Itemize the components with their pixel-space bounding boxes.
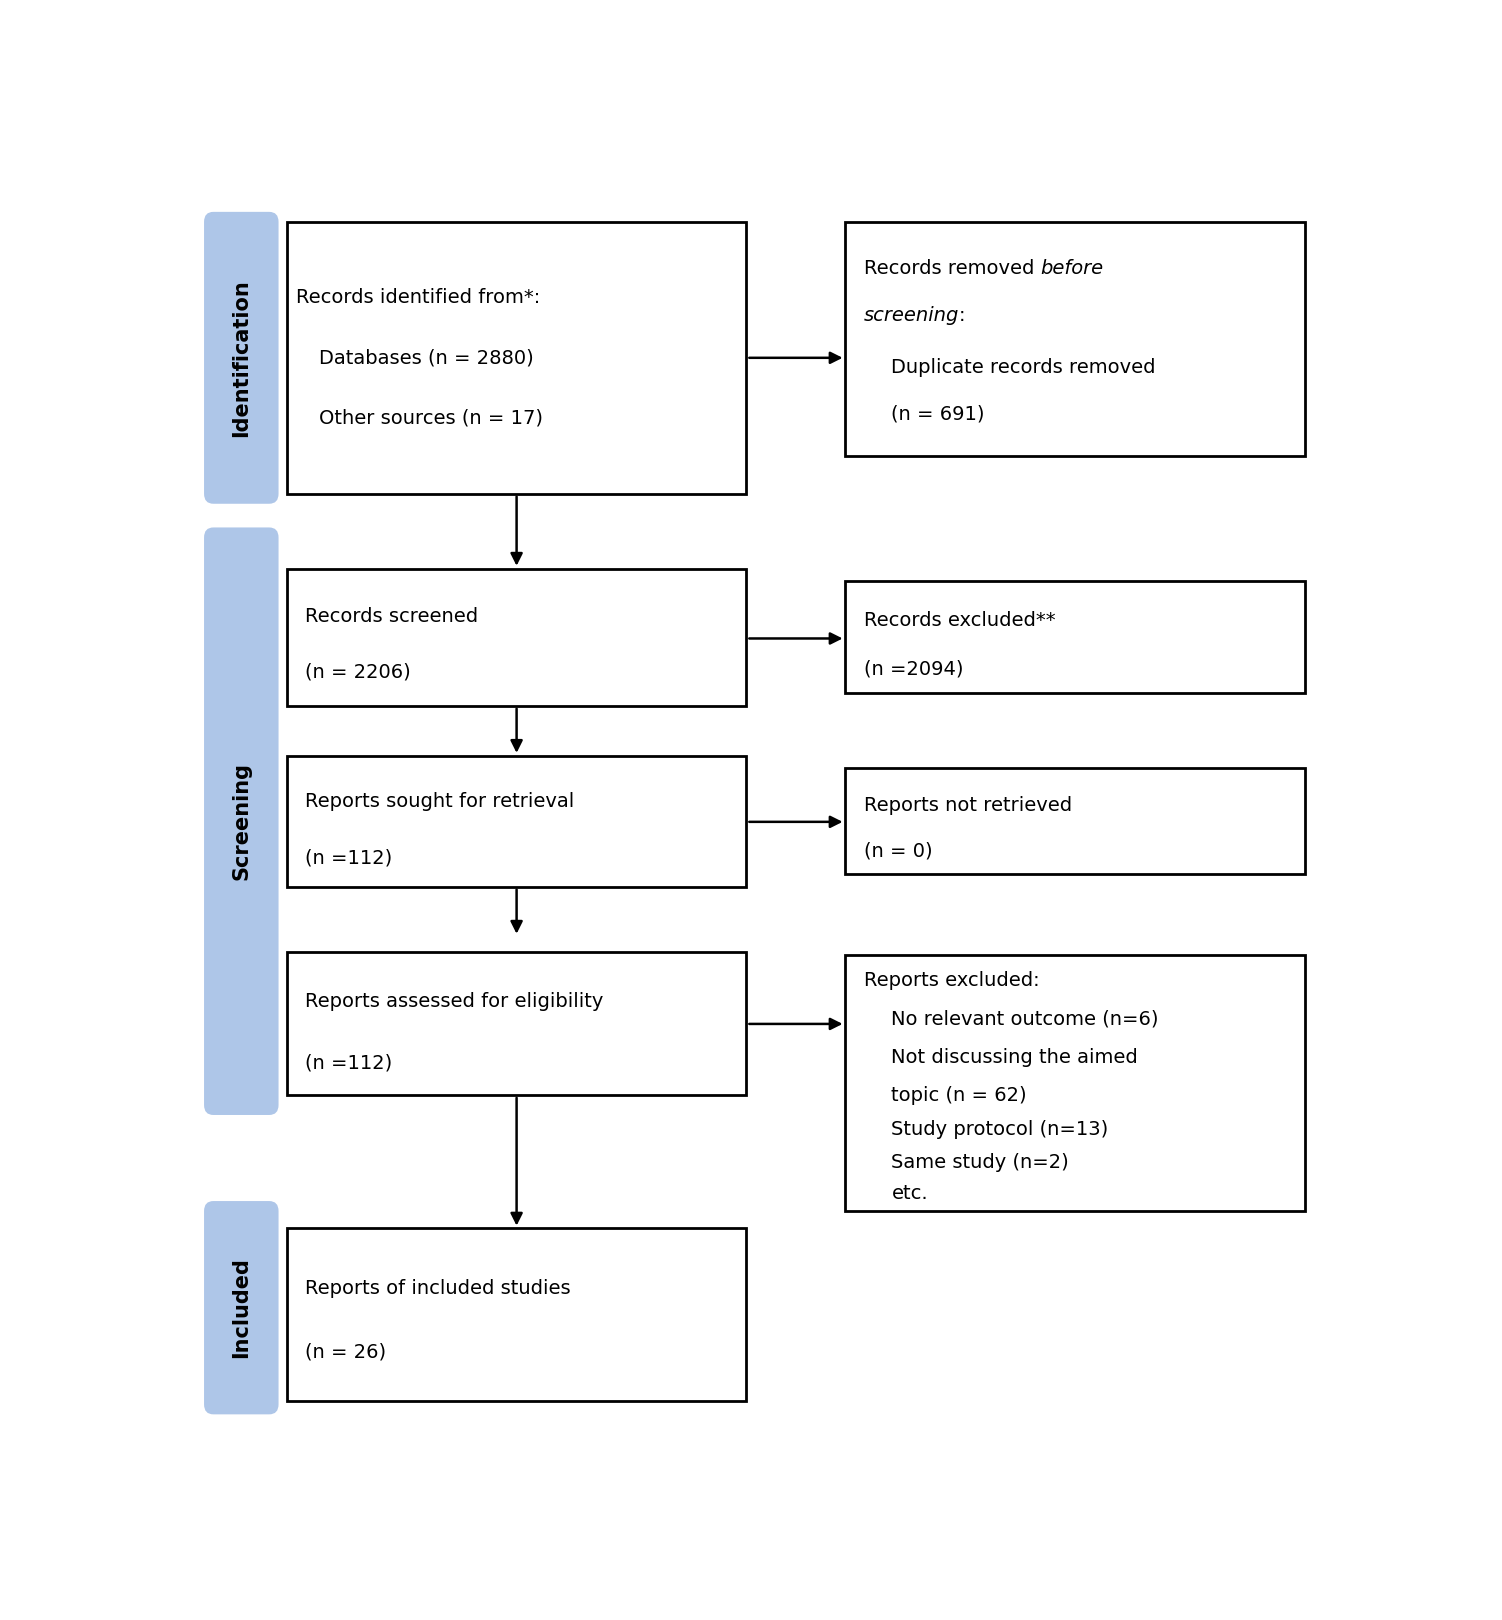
- FancyBboxPatch shape: [846, 956, 1305, 1212]
- FancyBboxPatch shape: [204, 1200, 278, 1414]
- Text: No relevant outcome (n=6): No relevant outcome (n=6): [891, 1009, 1160, 1029]
- Text: (n = 0): (n = 0): [864, 841, 933, 860]
- Text: Reports assessed for eligibility: Reports assessed for eligibility: [305, 993, 604, 1011]
- Text: Screening: Screening: [231, 763, 251, 880]
- FancyBboxPatch shape: [846, 768, 1305, 875]
- FancyBboxPatch shape: [287, 222, 746, 494]
- Text: Not discussing the aimed: Not discussing the aimed: [891, 1048, 1139, 1068]
- Text: (n = 691): (n = 691): [891, 405, 985, 424]
- Text: Study protocol (n=13): Study protocol (n=13): [891, 1119, 1108, 1139]
- Text: (n =112): (n =112): [305, 1055, 392, 1072]
- Text: Included: Included: [231, 1257, 251, 1358]
- Text: Reports not retrieved: Reports not retrieved: [864, 795, 1072, 815]
- Text: Reports excluded:: Reports excluded:: [864, 972, 1039, 990]
- FancyBboxPatch shape: [846, 222, 1305, 457]
- Text: :: :: [960, 306, 966, 326]
- Text: Reports sought for retrieval: Reports sought for retrieval: [305, 792, 574, 812]
- Text: Duplicate records removed: Duplicate records removed: [891, 358, 1157, 377]
- FancyBboxPatch shape: [287, 569, 746, 706]
- Text: Records excluded**: Records excluded**: [864, 611, 1056, 630]
- Text: (n =112): (n =112): [305, 849, 392, 867]
- Text: Reports of included studies: Reports of included studies: [305, 1280, 571, 1298]
- Text: (n = 2206): (n = 2206): [305, 663, 412, 680]
- FancyBboxPatch shape: [287, 755, 746, 886]
- FancyBboxPatch shape: [287, 951, 746, 1095]
- FancyBboxPatch shape: [846, 582, 1305, 693]
- Text: Identification: Identification: [231, 279, 251, 437]
- FancyBboxPatch shape: [287, 1228, 746, 1401]
- Text: (n = 26): (n = 26): [305, 1343, 386, 1362]
- Text: etc.: etc.: [891, 1184, 928, 1202]
- Text: Other sources (n = 17): Other sources (n = 17): [318, 408, 542, 428]
- Text: screening: screening: [864, 306, 960, 326]
- Text: before: before: [1041, 259, 1104, 279]
- Text: Records removed: Records removed: [864, 259, 1041, 279]
- FancyBboxPatch shape: [204, 528, 278, 1115]
- Text: Same study (n=2): Same study (n=2): [891, 1153, 1069, 1171]
- FancyBboxPatch shape: [204, 212, 278, 504]
- Text: Databases (n = 2880): Databases (n = 2880): [318, 348, 533, 368]
- Text: Records identified from*:: Records identified from*:: [296, 288, 541, 308]
- Text: (n =2094): (n =2094): [864, 659, 963, 679]
- Text: topic (n = 62): topic (n = 62): [891, 1087, 1027, 1105]
- Text: Records screened: Records screened: [305, 608, 478, 627]
